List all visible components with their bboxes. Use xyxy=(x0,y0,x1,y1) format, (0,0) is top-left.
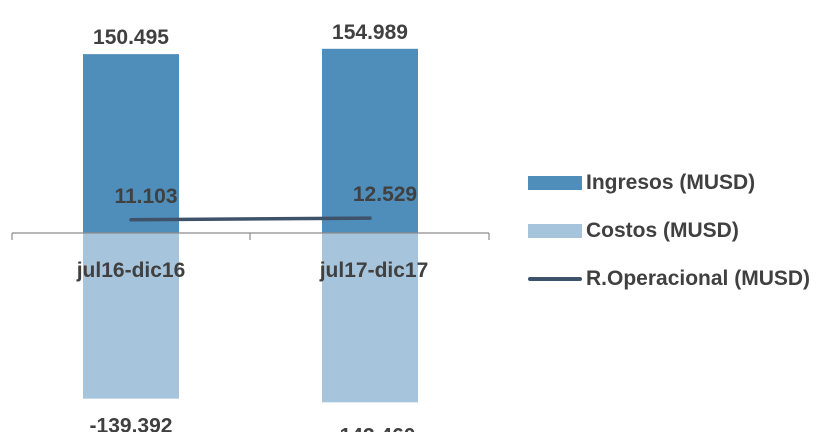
legend-swatch-r-operacional xyxy=(528,277,582,281)
label-r-operacional-0: 11.103 xyxy=(114,185,177,208)
label-ingresos-1: 154.989 xyxy=(332,21,408,44)
line-r-operacional xyxy=(129,216,372,222)
legend-label-ingresos: Ingresos (MUSD) xyxy=(586,171,756,194)
label-costos-0: -139.392 xyxy=(90,415,173,432)
ingresos-bars xyxy=(83,48,418,234)
tick-label-1: jul17-dic17 xyxy=(319,259,429,282)
legend-label-costos: Costos (MUSD) xyxy=(586,219,739,242)
data-labels: 150.495 -139.392 11.103 154.989 -142.460 12.5… xyxy=(90,21,418,432)
label-costos-1: -142.460 xyxy=(333,424,416,432)
costos-bars xyxy=(83,233,418,403)
legend-swatch-ingresos xyxy=(528,176,582,190)
label-r-operacional-1: 12.529 xyxy=(353,183,417,206)
bar-ingresos-1 xyxy=(322,48,418,233)
legend-swatch-costos xyxy=(528,224,582,238)
tick-label-0: jul16-dic16 xyxy=(76,259,186,282)
bar-costos-0 xyxy=(83,233,179,399)
bar-ingresos-0 xyxy=(83,54,179,234)
r-operacional-line-group xyxy=(129,216,372,222)
bar-costos-1 xyxy=(322,233,418,403)
label-ingresos-0: 150.495 xyxy=(93,26,169,49)
x-tick-labels: jul16-dic16 jul17-dic17 xyxy=(76,259,429,282)
legend-label-r-operacional: R.Operacional (MUSD) xyxy=(586,267,811,290)
x-axis-ticks xyxy=(11,233,490,240)
